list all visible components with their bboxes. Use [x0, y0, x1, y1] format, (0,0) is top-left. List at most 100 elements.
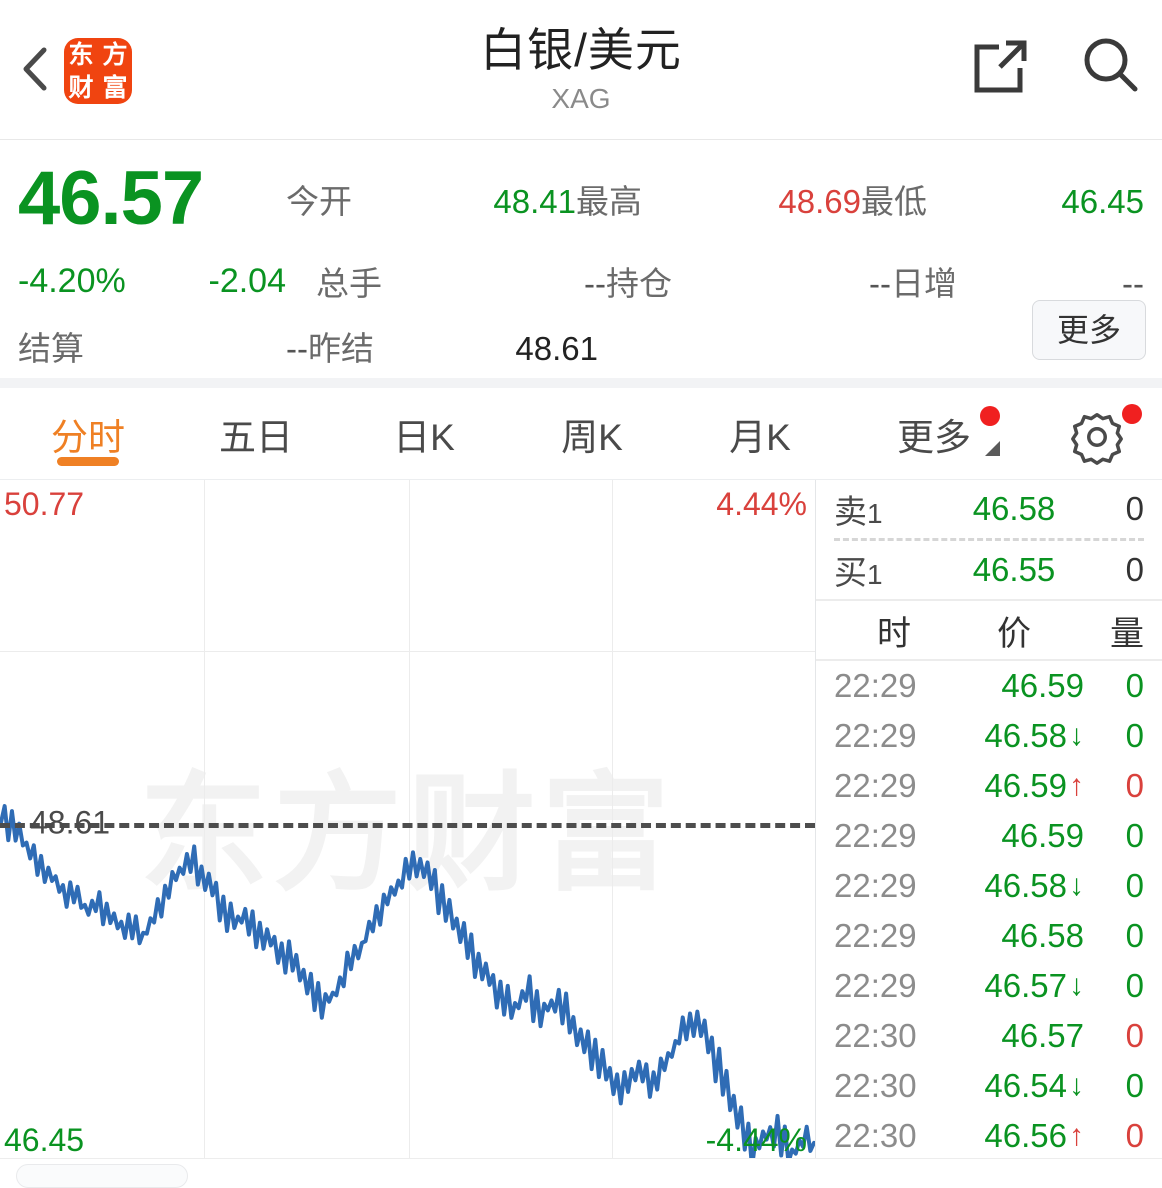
ticks-list[interactable]: 22:29 46.59 0 22:29 46.58 ↓ 0 22:29 46.59 ↑ 0 22:29… — [816, 661, 1162, 1165]
logo-char-1: 东 — [68, 40, 94, 69]
open-value: 48.41 — [493, 183, 576, 220]
ticks-header: 时 价 量 — [816, 599, 1162, 661]
tab-monthly-k-label: 月K — [729, 416, 791, 458]
tab-intraday[interactable]: 分时 — [4, 388, 172, 480]
tick-row: 22:29 46.59 0 — [816, 661, 1162, 711]
tick-time: 22:29 — [834, 867, 917, 904]
open-pair: 今开 48.41 — [286, 175, 576, 223]
arrow-up-icon: ↑ — [1069, 769, 1084, 802]
ask-label: 卖1 — [834, 485, 954, 533]
tick-price: 46.58 ↓ — [964, 867, 1098, 905]
price-line-chart — [0, 804, 815, 1165]
tick-row: 22:29 46.59 0 — [816, 811, 1162, 861]
high-label: 最高 — [576, 183, 642, 220]
eastmoney-logo[interactable]: 东 方 财 富 — [64, 38, 132, 104]
tick-volume: 0 — [1125, 817, 1144, 854]
tick-row: 22:29 46.58 ↓ 0 — [816, 861, 1162, 911]
ask-row[interactable]: 卖1 46.58 0 — [816, 480, 1162, 538]
tick-price-value: 46.58 — [984, 867, 1067, 904]
tab-weekly-k[interactable]: 周K — [508, 388, 676, 480]
low-pair: 最低 46.45 — [861, 175, 1144, 223]
volume-pair: 总手 -- — [316, 257, 606, 305]
tab-monthly-k[interactable]: 月K — [676, 388, 844, 480]
chart-tabs: 分时 五日 日K 周K 月K 更多 — [0, 388, 1162, 480]
tick-time: 22:29 — [834, 967, 917, 1004]
ticks-col-time: 时 — [877, 614, 911, 653]
share-button[interactable] — [968, 30, 1034, 102]
tick-time: 22:29 — [834, 917, 917, 954]
tick-volume: 0 — [1125, 967, 1144, 1004]
tick-volume: 0 — [1125, 1067, 1144, 1104]
tick-price: 46.58 ↓ — [964, 717, 1098, 755]
arrow-down-icon: ↓ — [1069, 869, 1084, 902]
tick-price-value: 46.58 — [1001, 917, 1084, 954]
dayincrease-pair: 日增 -- — [891, 257, 1144, 305]
previous-close-label: 48.61 — [30, 804, 111, 840]
back-button[interactable] — [10, 36, 60, 102]
tick-time: 22:29 — [834, 817, 917, 854]
tick-volume: 0 — [1125, 667, 1144, 704]
quote-row-2: -4.20% -2.04 总手 -- 持仓 -- 日增 -- — [18, 248, 1144, 314]
arrow-down-icon: ↓ — [1069, 719, 1084, 752]
bid-label-text: 买 — [834, 554, 867, 591]
tab-daily-k[interactable]: 日K — [340, 388, 508, 480]
intraday-chart[interactable]: 东方财富 48.61 50.77 4.44% 46.45 -4.44% — [0, 480, 816, 1165]
logo-char-3: 财 — [68, 73, 94, 102]
ask-volume: 0 — [1125, 490, 1144, 527]
tick-price-value: 46.54 — [984, 1067, 1067, 1104]
triangle-icon — [985, 440, 1000, 456]
low-label: 最低 — [861, 183, 927, 220]
price-line-path — [0, 804, 815, 1165]
bottom-pill-control[interactable] — [16, 1164, 188, 1188]
low-value: 46.45 — [1061, 183, 1144, 220]
tab-more[interactable]: 更多 — [844, 388, 1024, 480]
tick-time: 22:29 — [834, 717, 917, 754]
app-header: 东 方 财 富 白银/美元 XAG — [0, 0, 1162, 140]
chart-axis-min-label: 46.45 — [4, 1122, 85, 1158]
tick-price: 46.59 — [964, 817, 1098, 855]
chart-pct-max-label: 4.44% — [716, 486, 807, 522]
tick-volume: 0 — [1125, 867, 1144, 904]
ask-price: 46.58 — [972, 490, 1056, 527]
tick-row: 22:29 46.58 0 — [816, 911, 1162, 961]
tick-volume: 0 — [1125, 1117, 1144, 1154]
logo-char-2: 方 — [102, 40, 128, 69]
settlement-pair: 结算 -- — [18, 322, 308, 370]
tick-row: 22:30 46.56 ↑ 0 — [816, 1111, 1162, 1161]
openinterest-value: -- — [869, 265, 891, 302]
previous-close-line — [0, 822, 815, 828]
bid-row[interactable]: 买1 46.55 0 — [816, 541, 1162, 599]
bid-label: 买1 — [834, 546, 954, 594]
arrow-down-icon: ↓ — [1069, 1069, 1084, 1102]
dayincrease-label: 日增 — [891, 265, 957, 302]
ticks-col-price: 价 — [997, 614, 1031, 653]
high-pair: 最高 48.69 — [576, 175, 861, 223]
quote-row-3: 结算 -- 昨结 48.61 — [18, 314, 1144, 378]
tab-five-day[interactable]: 五日 — [172, 388, 340, 480]
search-icon — [1084, 38, 1138, 92]
settlement-value: -- — [286, 330, 308, 367]
more-quote-button[interactable]: 更多 — [1031, 300, 1146, 360]
tick-row: 22:29 46.59 ↑ 0 — [816, 761, 1162, 811]
orderbook-quotes: 卖1 46.58 0 买1 46.55 0 — [816, 480, 1162, 599]
volume-value: -- — [584, 265, 606, 302]
header-actions — [968, 30, 1144, 102]
logo-char-4: 富 — [102, 73, 128, 102]
tick-price-value: 46.59 — [984, 767, 1067, 804]
quote-row-1: 46.57 今开 48.41 最高 48.69 最低 46.45 — [18, 140, 1144, 258]
grid-line-horizontal-1 — [0, 651, 815, 652]
ask-label-text: 卖 — [834, 493, 867, 530]
tick-price-value: 46.56 — [984, 1117, 1067, 1154]
chart-settings-button[interactable] — [1066, 404, 1142, 468]
tick-row: 22:30 46.57 0 — [816, 1011, 1162, 1061]
tick-price: 46.56 ↑ — [964, 1117, 1098, 1155]
arrow-up-icon: ↑ — [1069, 1119, 1084, 1152]
tick-price-value: 46.59 — [1001, 817, 1084, 854]
last-price: 46.57 — [18, 156, 204, 241]
open-label: 今开 — [286, 183, 352, 220]
search-button[interactable] — [1078, 30, 1144, 102]
bottom-strip — [0, 1158, 1162, 1188]
volume-label: 总手 — [316, 265, 382, 302]
tick-price: 46.58 — [964, 917, 1098, 955]
